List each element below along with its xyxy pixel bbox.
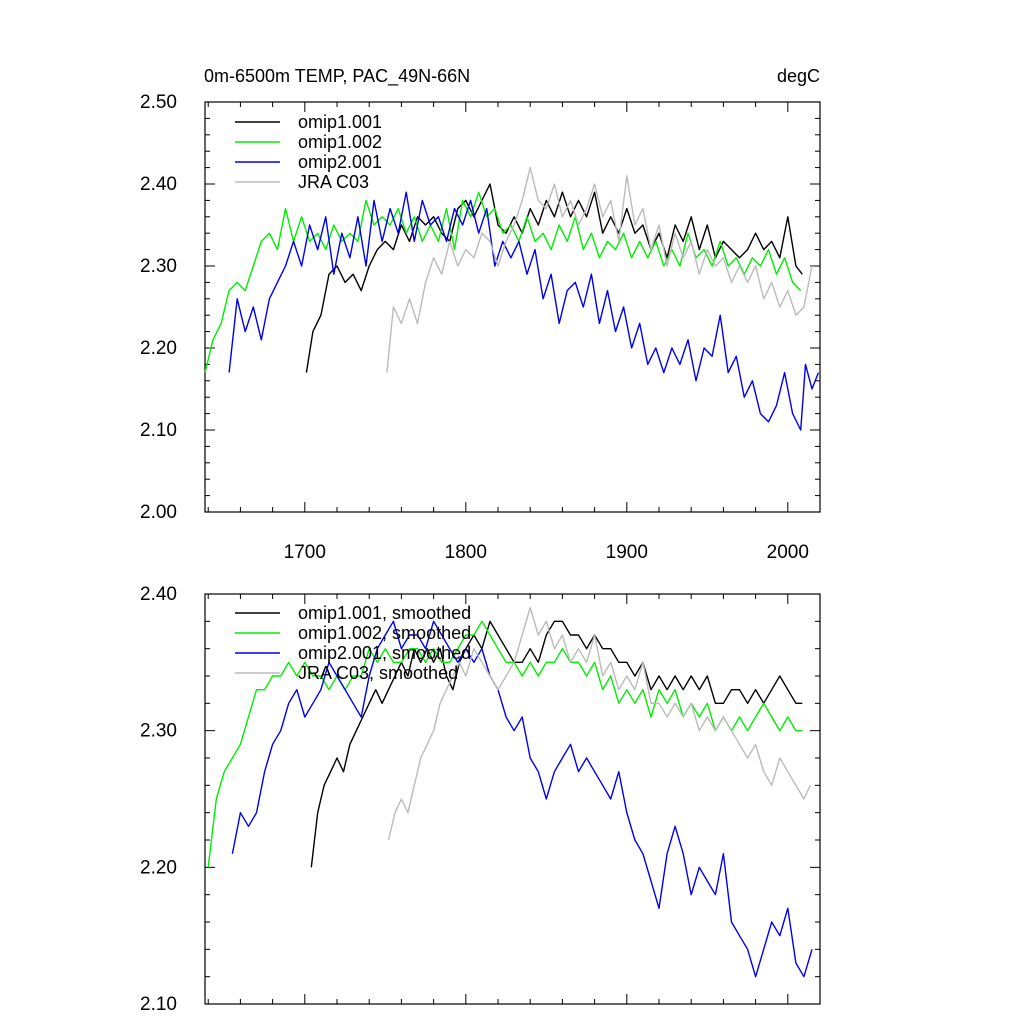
series-line-omip1_002 — [204, 191, 802, 373]
x-tick-label: 1800 — [445, 542, 487, 563]
series-line-omip1_001 — [305, 183, 803, 373]
x-tick-label: 2000 — [767, 542, 809, 563]
series-line-omip2_001 — [228, 191, 820, 431]
y-tick-label: 2.40 — [140, 174, 177, 195]
y-tick-label: 2.20 — [140, 338, 177, 359]
legend-label: omip2.001 — [298, 152, 382, 172]
legend-label: omip1.001 — [298, 112, 382, 132]
y-tick-label: 2.40 — [140, 584, 177, 605]
series-line-jra_c03 — [387, 607, 811, 841]
units-label: degC — [777, 66, 820, 86]
plot-frame — [204, 593, 821, 1005]
bottom-chart: 2.10 2.20 2.30 2.40 omip1.001, smoothedomip1… — [140, 584, 821, 1015]
plot-frame — [204, 101, 821, 513]
series-line-omip2_001 — [231, 620, 813, 978]
y-tick-label: 2.30 — [140, 721, 177, 742]
y-tick-label: 2.50 — [140, 92, 177, 113]
x-tick-label: 1900 — [606, 542, 648, 563]
legend-label: omip2.001, smoothed — [298, 643, 471, 663]
y-tick-label: 2.30 — [140, 256, 177, 277]
top-plot: 2.00 2.10 2.20 2.30 2.40 2.50 1700 1800 1900 2000… — [140, 92, 821, 563]
chart-title: 0m-6500m TEMP, PAC_49N-66N — [204, 66, 470, 87]
series-line-omip1_002 — [207, 620, 803, 868]
series-line-jra_c03 — [386, 166, 813, 373]
y-tick-label: 2.20 — [140, 857, 177, 878]
top-chart: 0m-6500m TEMP, PAC_49N-66N degC 2.00 2.10… — [140, 66, 821, 563]
legend-label: omip1.002 — [298, 132, 382, 152]
bottom-plot: 2.10 2.20 2.30 2.40 omip1.001, smoothedomip1… — [140, 584, 821, 1015]
series-line-omip1_001 — [310, 620, 803, 868]
y-tick-label: 2.10 — [140, 420, 177, 441]
legend-label: JRA C03, smoothed — [298, 663, 458, 683]
x-tick-label: 1700 — [284, 542, 326, 563]
legend-label: JRA C03 — [298, 172, 369, 192]
y-tick-label: 2.10 — [140, 994, 177, 1015]
legend-label: omip1.002, smoothed — [298, 623, 471, 643]
y-tick-label: 2.00 — [140, 502, 177, 523]
legend-label: omip1.001, smoothed — [298, 603, 471, 623]
